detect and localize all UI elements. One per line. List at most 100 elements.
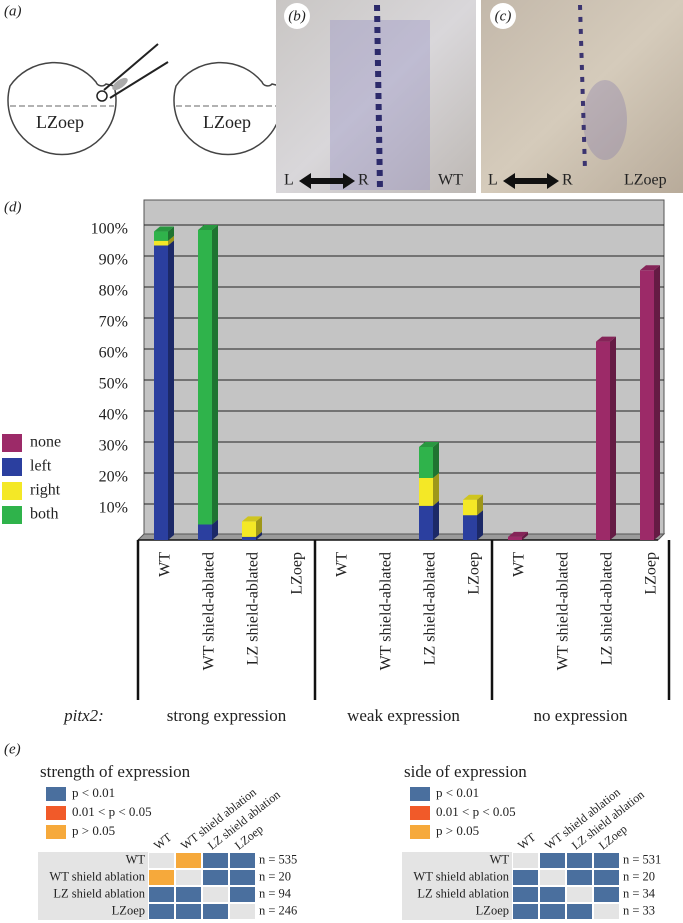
panel-label: (e)	[4, 741, 21, 757]
bar-top	[242, 516, 262, 522]
matrix-cell	[176, 870, 201, 885]
legend-label: right	[30, 482, 61, 499]
matrix-title: side of expression	[404, 762, 527, 781]
embryo-label: LZoep	[203, 112, 251, 132]
matrix-cell	[176, 904, 201, 919]
bar-side	[654, 265, 660, 540]
y-tick-label: 10%	[99, 500, 128, 517]
bar-segment	[596, 336, 616, 540]
x-tick-label: LZ shield-ablated	[599, 552, 616, 665]
group-label: weak expression	[347, 706, 460, 725]
matrix-cell	[230, 853, 255, 868]
row-label: WT	[490, 852, 510, 866]
matrix-cell	[540, 887, 565, 902]
x-tick-label: WT shield-ablated	[378, 552, 395, 670]
bar-front	[419, 505, 433, 540]
embryo	[173, 61, 283, 156]
photo	[481, 0, 683, 193]
row-label: LZoep	[112, 903, 145, 917]
matrix-cell	[203, 870, 228, 885]
legend-swatch	[410, 825, 430, 839]
bar-side	[610, 336, 616, 540]
y-tick-label: 80%	[99, 283, 128, 300]
left-label: L	[488, 172, 498, 189]
lr-arrow	[299, 173, 355, 189]
matrix-cell	[594, 887, 619, 902]
row-n: n = 34	[623, 886, 656, 900]
row-n: n = 94	[259, 886, 292, 900]
label-circle	[284, 3, 310, 29]
panel-label: (b)	[288, 8, 306, 24]
legend-swatch	[2, 458, 22, 476]
bar-side	[256, 531, 262, 540]
x-tick-label: LZoep	[643, 552, 660, 595]
legend-swatch	[46, 806, 66, 820]
legend-label: none	[30, 434, 61, 451]
panel-a: (a) LZoep LZoep	[4, 3, 283, 156]
bar-front	[596, 341, 610, 540]
bar-front	[154, 231, 168, 241]
row-label: WT	[126, 852, 146, 866]
legend-label: both	[30, 506, 58, 523]
bar-side	[433, 442, 439, 478]
row-label: LZ shield ablation	[417, 886, 509, 900]
bar-side	[168, 240, 174, 540]
matrix-cell	[513, 870, 538, 885]
staining	[374, 4, 383, 191]
staining	[578, 4, 587, 171]
tissue	[112, 77, 128, 91]
legend-swatch	[2, 482, 22, 500]
y-tick-label: 60%	[99, 345, 128, 362]
row-n: n = 246	[259, 903, 297, 917]
panel-e: (e) strength of expression p < 0.01 0.01 <…	[4, 741, 661, 920]
bar-side	[433, 473, 439, 506]
row-label: LZ shield ablation	[53, 886, 145, 900]
x-tick-label: LZoep	[289, 552, 306, 595]
legend-label: left	[30, 458, 52, 475]
genotype-label: WT	[438, 172, 463, 189]
panel-d: (d) pitx2: 10% 20% 30% 40% 50% 60% 70% 80% 90% 10…	[2, 199, 671, 725]
matrix-cell	[567, 853, 592, 868]
y-tick-label: 100%	[91, 221, 128, 238]
matrix-cell	[594, 853, 619, 868]
bar-front	[419, 447, 433, 478]
y-tick-label: 20%	[99, 469, 128, 486]
legend-label: p > 0.05	[436, 823, 479, 838]
bar-top	[596, 336, 616, 342]
column-header: WT	[151, 830, 175, 853]
legend-label: 0.01 < p < 0.05	[72, 804, 152, 819]
matrix-cell	[149, 904, 174, 919]
x-tick-label: WT	[334, 552, 351, 577]
matrix-cell	[594, 904, 619, 919]
matrix-cell	[594, 870, 619, 885]
matrix-cell	[540, 870, 565, 885]
bar-front	[640, 270, 654, 540]
bar-top	[508, 531, 528, 537]
bar-side	[212, 225, 218, 525]
row-n: n = 33	[623, 903, 655, 917]
bar-top	[419, 442, 439, 447]
row-n: n = 531	[623, 852, 661, 866]
label-circle	[490, 3, 516, 29]
matrix-title: strength of expression	[40, 762, 191, 781]
bar-front	[463, 515, 477, 540]
bar-top	[640, 265, 660, 271]
matrix-cell	[540, 853, 565, 868]
matrix-cell	[230, 870, 255, 885]
matrix-cell	[567, 870, 592, 885]
bar-front	[463, 499, 477, 516]
x-tick-label: WT	[511, 552, 528, 577]
embryo-label: LZoep	[36, 112, 84, 132]
matrix-cell	[176, 887, 201, 902]
x-tick-label: WT	[157, 552, 174, 577]
x-tick-label: LZ shield-ablated	[422, 552, 439, 665]
matrix-cell	[513, 887, 538, 902]
row-n: n = 20	[259, 869, 291, 883]
bar-side	[477, 494, 483, 516]
matrix-cell	[230, 904, 255, 919]
x-tick-label: WT shield-ablated	[555, 552, 572, 670]
pipette-tip	[96, 90, 108, 102]
bar-front	[242, 521, 256, 537]
row-band	[402, 852, 512, 920]
panel-label: (c)	[495, 8, 512, 24]
